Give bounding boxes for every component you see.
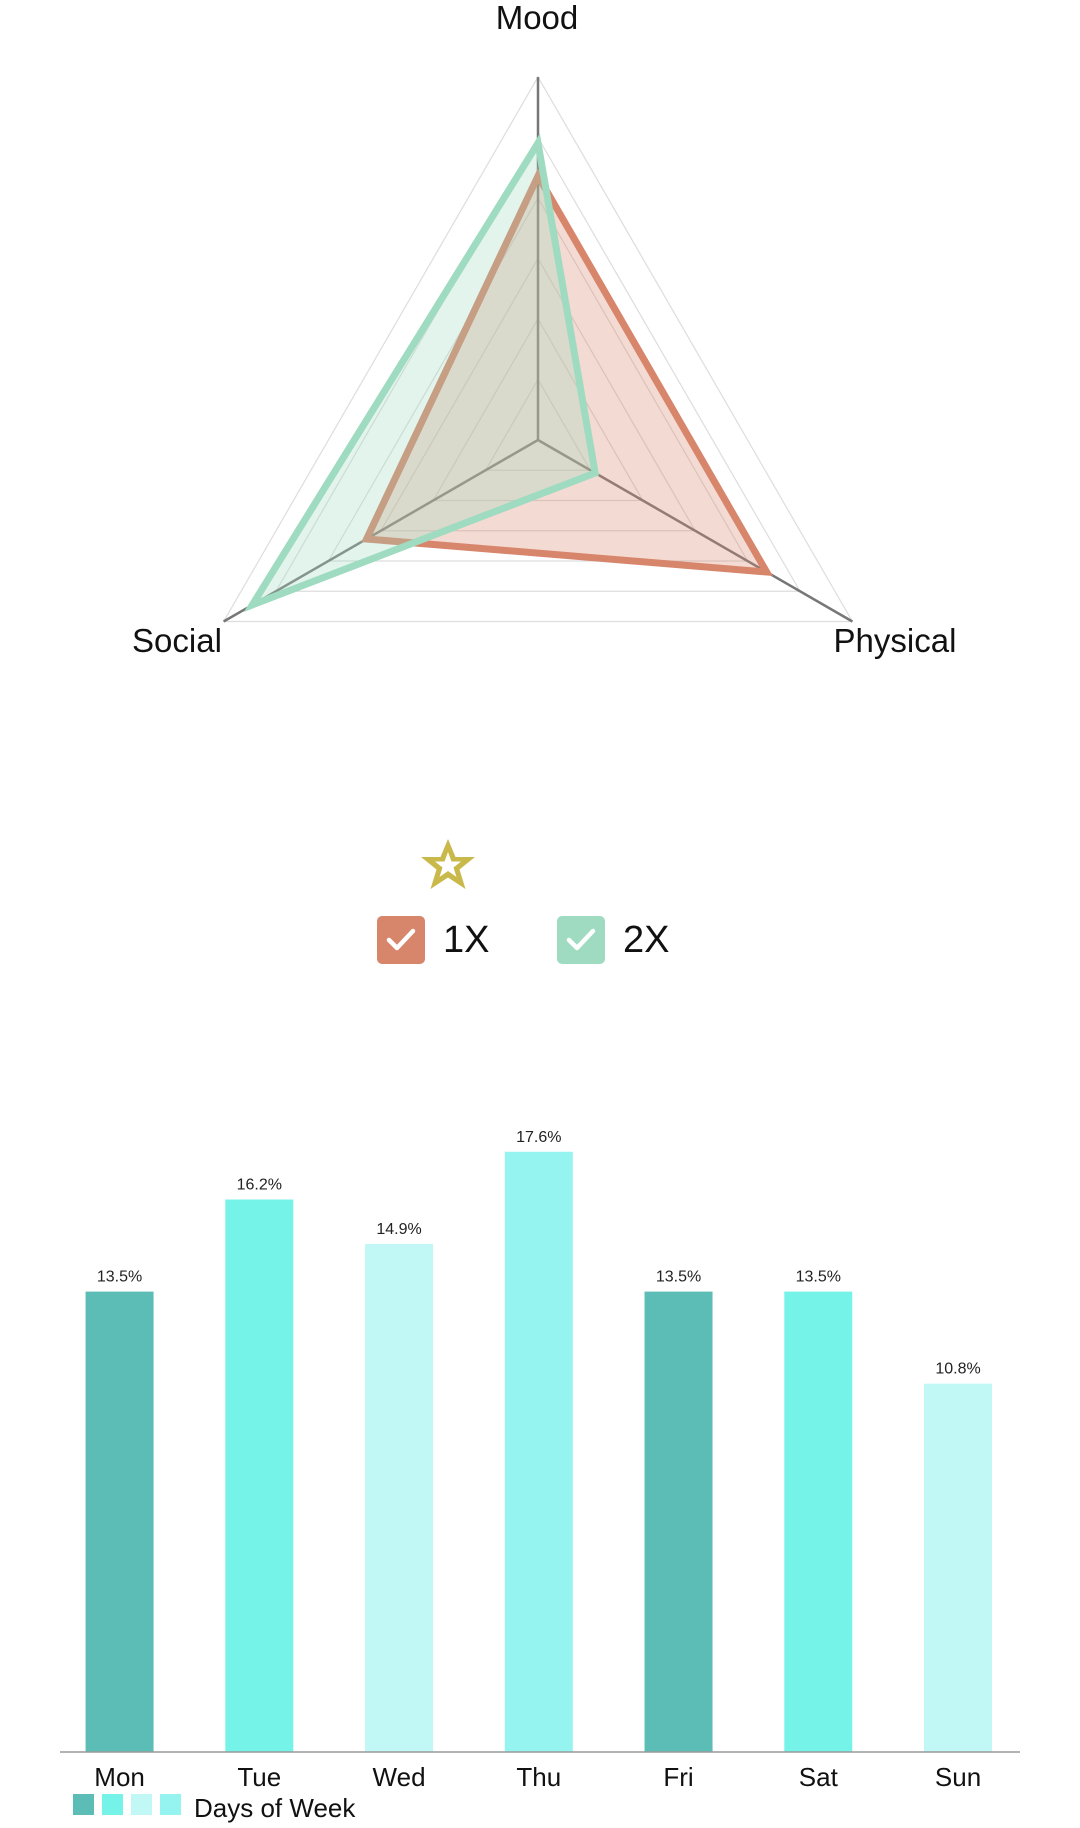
x-tick-label: Sun — [935, 1762, 981, 1792]
radar-grid-ring — [222, 75, 854, 623]
x-tick-label: Sat — [799, 1762, 839, 1792]
bar-fri — [644, 1291, 713, 1752]
checkbox-1x[interactable] — [377, 916, 425, 964]
radar-series — [243, 133, 774, 613]
bar-wed — [365, 1243, 434, 1752]
bar-value-label: 16.2% — [237, 1177, 282, 1194]
bar-value-label: 13.5% — [97, 1269, 142, 1286]
radar-series-1x — [361, 168, 774, 577]
legend-toggle-2x[interactable]: 2X — [557, 913, 669, 967]
bar-legend — [73, 1794, 181, 1815]
bar-mon — [85, 1291, 154, 1752]
legend-swatch — [102, 1794, 123, 1815]
radar-axis-line — [537, 438, 853, 623]
x-tick-label: Fri — [663, 1762, 693, 1792]
x-tick-label: Tue — [237, 1762, 281, 1792]
legend-label-days-of-week: Days of Week — [194, 1793, 356, 1823]
radar-axis-line — [223, 438, 539, 623]
legend-toggle-1x[interactable]: 1X — [377, 913, 489, 967]
bar-sat — [784, 1291, 853, 1752]
bars-group: 13.5% Mon 16.2% Tue 14.9% Wed 17.6% Thu 13.5% Fri… — [85, 1129, 993, 1792]
axis-label-social: Social — [132, 622, 222, 659]
x-tick-label: Thu — [516, 1762, 561, 1792]
legend-swatch — [160, 1794, 181, 1815]
x-tick-label: Wed — [373, 1762, 426, 1792]
radar-grid-ring — [274, 136, 802, 592]
radar-grid-ring — [432, 317, 644, 502]
bar-value-label: 17.6% — [516, 1129, 561, 1146]
bar-thu — [504, 1151, 573, 1752]
bar-value-label: 13.5% — [796, 1269, 841, 1286]
bar-tue — [225, 1199, 294, 1752]
axis-label-physical: Physical — [834, 622, 957, 659]
bar-chart: 13.5% Mon 16.2% Tue 14.9% Wed 17.6% Thu 13.5% Fri… — [60, 1129, 1020, 1823]
legend-swatch — [131, 1794, 152, 1815]
x-tick-label: Mon — [94, 1762, 145, 1792]
bar-value-label: 13.5% — [656, 1269, 701, 1286]
legend-swatch — [73, 1794, 94, 1815]
radar-grid-ring — [484, 378, 592, 471]
axis-label-mood: Mood — [496, 0, 579, 36]
radar-grid-ring — [327, 196, 749, 562]
radar-series-2x — [243, 133, 600, 613]
legend-label-2x: 2X — [623, 918, 670, 961]
radar-grid — [222, 75, 854, 623]
bar-value-label: 10.8% — [935, 1361, 980, 1378]
checkbox-2x[interactable] — [557, 916, 605, 964]
star-icon — [418, 835, 478, 895]
bar-value-label: 14.9% — [376, 1221, 421, 1238]
checkmark-icon — [386, 928, 416, 951]
legend-label-1x: 1X — [443, 918, 490, 961]
radar-grid-ring — [379, 257, 697, 532]
radar-chart: Mood Physical Social — [132, 0, 957, 659]
checkmark-icon — [566, 928, 596, 951]
bar-sun — [924, 1383, 993, 1752]
